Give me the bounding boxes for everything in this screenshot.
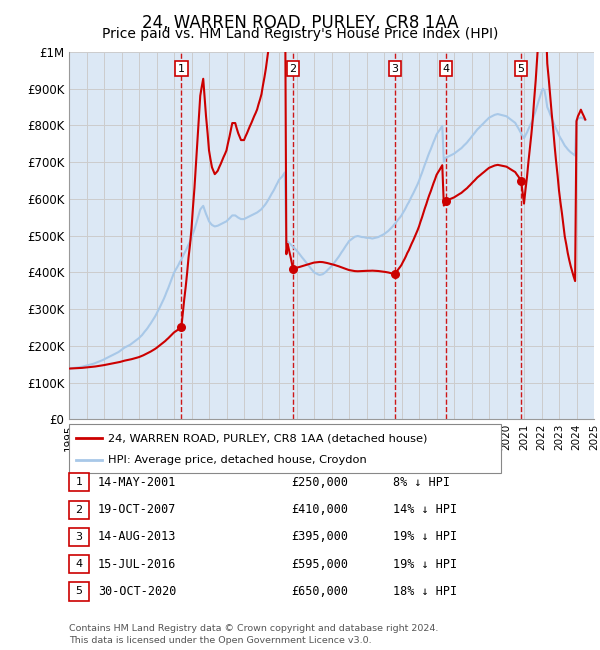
Text: 8% ↓ HPI: 8% ↓ HPI [393,476,450,489]
Text: HPI: Average price, detached house, Croydon: HPI: Average price, detached house, Croy… [108,454,367,465]
Text: 19-OCT-2007: 19-OCT-2007 [98,503,176,516]
Text: Contains HM Land Registry data © Crown copyright and database right 2024.: Contains HM Land Registry data © Crown c… [69,624,439,633]
Text: 3: 3 [391,64,398,73]
Text: Price paid vs. HM Land Registry's House Price Index (HPI): Price paid vs. HM Land Registry's House … [102,27,498,42]
Text: This data is licensed under the Open Government Licence v3.0.: This data is licensed under the Open Gov… [69,636,371,645]
Text: 4: 4 [76,559,82,569]
Point [516,176,526,186]
Text: 3: 3 [76,532,82,542]
Text: 2: 2 [289,64,296,73]
Text: 24, WARREN ROAD, PURLEY, CR8 1AA: 24, WARREN ROAD, PURLEY, CR8 1AA [142,14,458,32]
Text: 14% ↓ HPI: 14% ↓ HPI [393,503,457,516]
Point [441,196,451,206]
Text: 18% ↓ HPI: 18% ↓ HPI [393,585,457,598]
Text: 15-JUL-2016: 15-JUL-2016 [98,558,176,571]
Text: £650,000: £650,000 [291,585,348,598]
Text: 14-MAY-2001: 14-MAY-2001 [98,476,176,489]
Text: 19% ↓ HPI: 19% ↓ HPI [393,530,457,543]
Text: 2: 2 [76,504,82,515]
Text: £410,000: £410,000 [291,503,348,516]
Text: 30-OCT-2020: 30-OCT-2020 [98,585,176,598]
Text: 1: 1 [178,64,185,73]
Text: 5: 5 [76,586,82,597]
Text: £595,000: £595,000 [291,558,348,571]
Text: 1: 1 [76,477,82,488]
Text: £250,000: £250,000 [291,476,348,489]
Point [390,269,400,280]
Text: 4: 4 [442,64,449,73]
Text: 5: 5 [518,64,524,73]
Text: 14-AUG-2013: 14-AUG-2013 [98,530,176,543]
Point [288,263,298,274]
Text: £395,000: £395,000 [291,530,348,543]
Text: 24, WARREN ROAD, PURLEY, CR8 1AA (detached house): 24, WARREN ROAD, PURLEY, CR8 1AA (detach… [108,433,427,443]
Point [176,322,186,333]
Text: 19% ↓ HPI: 19% ↓ HPI [393,558,457,571]
